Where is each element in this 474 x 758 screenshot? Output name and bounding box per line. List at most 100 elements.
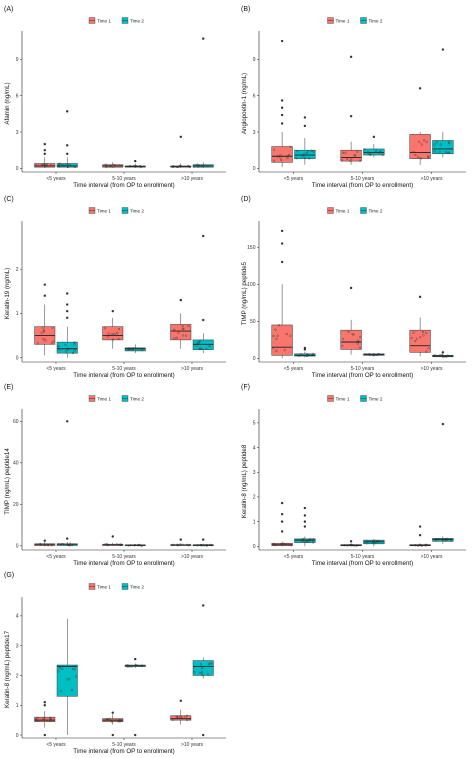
outlier-point [280,513,284,516]
data-point [114,164,117,167]
data-point [349,543,352,547]
data-point [58,165,61,168]
data-point [51,543,54,546]
data-point [42,326,45,329]
data-point [208,662,211,665]
data-point [176,543,179,546]
data-point [179,716,182,719]
data-point [346,157,349,160]
y-tick-label: 2 [16,673,19,679]
outlier-point [280,520,284,523]
outlier-point [280,122,284,125]
data-point [194,164,197,167]
data-point [203,544,206,547]
data-point [71,352,75,355]
data-point [181,334,185,337]
outlier-point [66,420,69,423]
box-2-2 [363,352,385,357]
data-point [45,163,48,166]
data-point [437,537,440,541]
outlier-point [303,346,307,350]
data-point [104,163,107,166]
data-point [272,159,276,162]
data-point [310,149,313,152]
y-tick-label: 6 [253,93,256,99]
box-2-3 [432,422,454,544]
data-point [106,544,109,547]
x-tick-label: >10 years [181,554,204,560]
data-point [184,715,187,718]
box-1-1 [271,501,293,547]
data-point [75,675,78,678]
data-point [64,163,67,166]
data-point [412,331,415,334]
data-point [57,543,60,546]
data-point [417,156,420,159]
box-2-1 [294,506,316,547]
data-point [186,714,189,717]
data-point [447,141,451,144]
chart-svg: (G) Time 1 Time 2 0 1 2 3 4 <5 years 5-10 years >1… [4,572,226,755]
data-point [434,538,437,541]
data-point [35,543,38,546]
data-point [340,159,344,162]
outlier-point [418,87,422,90]
data-point [208,345,211,348]
data-point [119,164,122,167]
y-axis-title: TIMP (ng/mL) peptide14 [4,448,11,515]
data-point [306,353,309,356]
data-point [434,354,437,357]
data-point [283,349,286,352]
outlier-point [66,292,69,295]
data-point [422,139,426,142]
y-tick-label: 6 [16,93,19,99]
data-point [193,671,196,674]
outlier-point [441,48,445,51]
x-tick-label: <5 years [284,366,304,372]
panel-label: (G) [4,572,14,579]
data-point [67,347,70,350]
outlier-point [43,539,46,542]
data-point [128,347,131,350]
data-point [111,338,115,341]
data-point [136,544,140,547]
outlier-point [43,148,46,152]
outlier-point [111,535,114,538]
x-axis-title: Time interval (from OP to enrollment) [312,372,413,379]
data-point [66,165,70,168]
data-point [280,543,283,546]
data-point [119,718,122,721]
data-point [64,343,67,346]
x-tick-label: <5 years [284,554,304,560]
outlier-point [134,159,137,163]
data-point [127,544,130,547]
data-point [285,332,288,336]
box-body [409,329,431,353]
data-point [296,149,299,153]
data-point [433,150,436,153]
data-point [418,140,421,143]
legend-label-2: Time 2 [369,397,383,402]
data-point [115,333,118,336]
data-point [130,665,134,668]
outlier-point [280,39,284,43]
data-point [112,332,116,335]
outlier-point [43,704,46,707]
y-tick-label: 9 [253,57,256,63]
data-point [171,718,174,721]
outlier-point [111,733,114,737]
legend-label-2: Time 2 [369,209,383,214]
x-tick-label: >10 years [181,366,204,372]
outlier-point [66,303,69,306]
box-1-3 [170,135,192,169]
box-body [432,538,454,542]
data-point [127,347,130,350]
data-point [350,544,353,547]
data-point [197,164,200,167]
outlier-point [43,733,46,737]
outlier-point [280,501,284,505]
x-axis-title: Time interval (from OP to enrollment) [73,372,174,379]
y-tick-label: 1 [16,703,19,709]
data-point [201,666,204,670]
data-point [120,543,123,546]
